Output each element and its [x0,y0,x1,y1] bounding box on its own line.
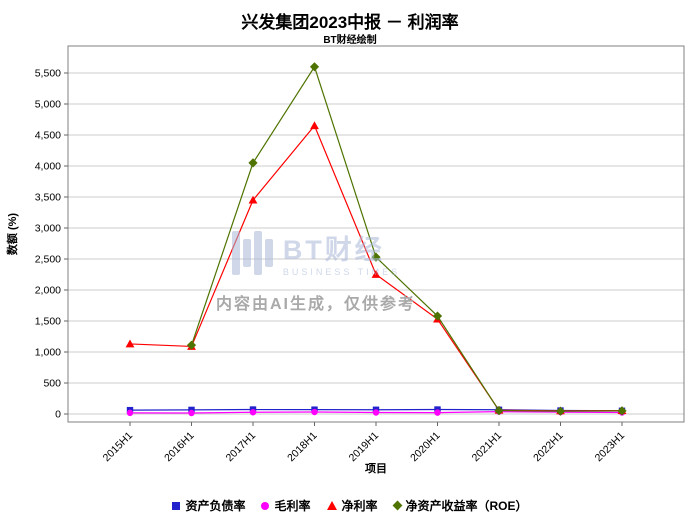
y-tick-label: 2,500 [35,254,61,266]
y-tick-label: 1,000 [35,347,61,359]
line-chart: 0 500 1,000 1,500 2,000 2,500 3,000 3,500 4,000 4… [5,45,685,475]
y-tick-label: 4,000 [35,161,61,173]
marker-diamond [371,252,381,262]
legend-item-0: 资产负债率 [172,497,245,514]
marker-triangle [371,270,381,278]
marker-circle [311,408,318,416]
x-tick-label: 2022H1 [531,430,566,465]
x-tick-label: 2023H1 [593,430,628,465]
x-tick-label: 2015H1 [101,430,136,465]
legend-item-2: 净利率 [326,497,378,514]
legend-marker-diamond-icon [392,500,402,511]
y-tick-label: 0 [55,409,61,421]
x-tick-label: 2017H1 [224,430,259,465]
legend-label: 净利率 [341,499,378,513]
marker-diamond [555,406,566,416]
marker-circle [434,409,441,416]
marker-circle [249,409,257,416]
y-tick-label: 3,000 [35,223,61,235]
legend-label: 资产负债率 [185,499,246,513]
x-tick-label: 2016H1 [162,430,197,465]
marker-diamond [248,158,258,168]
marker-diamond [186,340,197,350]
marker-circle [188,409,195,417]
x-tick-label: 2020H1 [408,430,443,465]
plot-area [68,46,684,422]
legend-marker-circle-icon [261,501,270,510]
x-tick-label: 2019H1 [347,430,382,465]
y-tick-label: 5,000 [35,99,61,111]
x-axis-title: 项目 [365,462,387,475]
marker-diamond [309,62,320,72]
legend-item-3: 净资产收益率（ROE） [392,497,528,514]
y-tick-label: 500 [43,378,61,390]
y-tick-label: 4,500 [35,130,61,142]
marker-triangle [125,339,135,348]
legend-label: 净资产收益率（ROE） [405,499,528,513]
chart-subtitle: BT财经绘制 [323,35,377,46]
marker-diamond [494,405,504,416]
marker-circle [372,409,380,416]
y-tick-label: 3,500 [35,192,61,204]
y-tick-label: 5,500 [35,68,61,80]
y-axis-title: 数额 (%) [5,213,19,255]
marker-triangle [310,121,319,130]
y-tick-label: 2,000 [35,285,61,297]
y-tick-label: 1,500 [35,316,61,328]
marker-diamond [432,311,443,321]
series-line-3 [190,65,623,412]
x-tick-label: 2018H1 [285,430,320,465]
chart-title: 兴发集团2023中报 － 利润率 [241,13,459,32]
legend-item-1: 毛利率 [261,497,311,514]
marker-triangle [248,195,258,204]
legend-marker-triangle-icon [326,501,337,510]
legend-marker-square-icon [172,501,181,510]
marker-circle [126,409,134,417]
chart-legend: 资产负债率 毛利率 净利率 净资产收益率（ROE） [0,497,700,514]
x-tick-label: 2021H1 [470,430,505,465]
marker-diamond [617,406,627,416]
legend-label: 毛利率 [274,499,311,513]
